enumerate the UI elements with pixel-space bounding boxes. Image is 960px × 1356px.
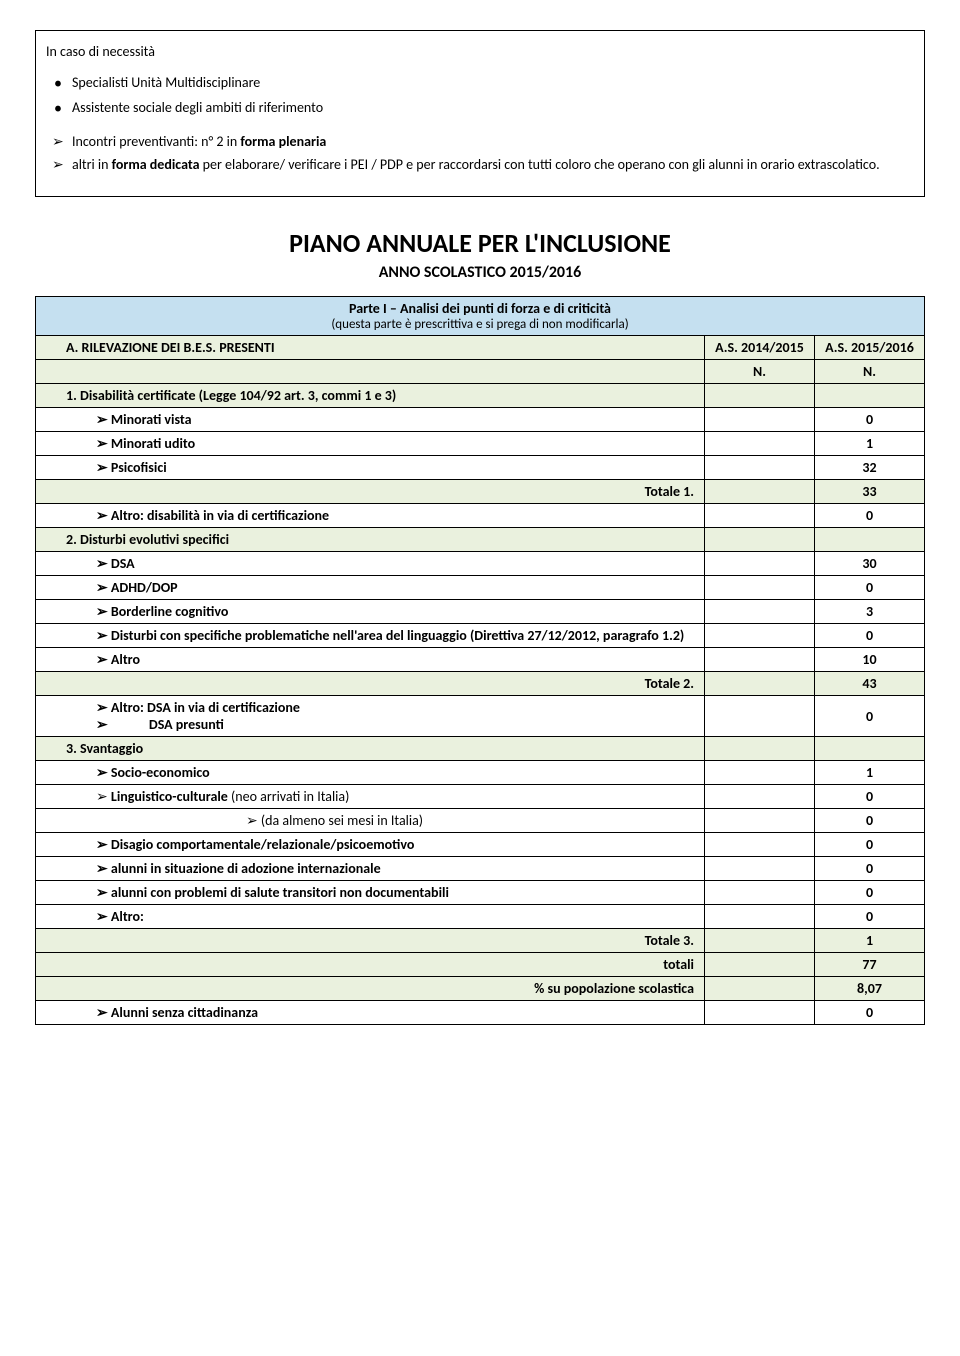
section2-title-row: 2. Disturbi evolutivi specifici <box>36 528 925 552</box>
top-arrows: Incontri preventivanti: n° 2 in forma pl… <box>46 130 914 176</box>
header-rilevazione: A. RILEVAZIONE DEI B.E.S. PRESENTI A.S. … <box>36 336 925 360</box>
section3-title: 3. Svantaggio <box>36 737 705 761</box>
parte-title: Parte I – Analisi dei punti di forza e d… <box>349 300 611 317</box>
table-row: Alunni senza cittadinanza0 <box>36 1001 925 1025</box>
totali-row: totali77 <box>36 953 925 977</box>
top-bullets: Specialisti Unità Multidisciplinare Assi… <box>46 70 914 120</box>
table-row: Altro10 <box>36 648 925 672</box>
header-parte: Parte I – Analisi dei punti di forza e d… <box>36 297 925 336</box>
rilevazione-label: A. RILEVAZIONE DEI B.E.S. PRESENTI <box>36 336 705 360</box>
totale3-row: Totale 3.1 <box>36 929 925 953</box>
table-row: ADHD/DOP0 <box>36 576 925 600</box>
table-row: DSA30 <box>36 552 925 576</box>
table-row: Minorati udito1 <box>36 432 925 456</box>
table-row: Minorati vista0 <box>36 408 925 432</box>
table-row: alunni in situazione di adozione interna… <box>36 857 925 881</box>
table-row: Altro: DSA in via di certificazione DSA … <box>36 696 925 737</box>
col-as1: A.S. 2014/2015 <box>705 336 815 360</box>
col-n1: N. <box>705 360 815 384</box>
table-row: Socio-economico1 <box>36 761 925 785</box>
table-row: Psicofisici32 <box>36 456 925 480</box>
section1-title: 1. Disabilità certificate (Legge 104/92 … <box>36 384 705 408</box>
col-n2: N. <box>815 360 925 384</box>
table-row: Disturbi con specifiche problematiche ne… <box>36 624 925 648</box>
table-row: Borderline cognitivo3 <box>36 600 925 624</box>
sub-title: ANNO SCOLASTICO 2015/2016 <box>35 263 925 282</box>
main-table: Parte I – Analisi dei punti di forza e d… <box>35 296 925 1025</box>
totale1-row: Totale 1.33 <box>36 480 925 504</box>
section3-title-row: 3. Svantaggio <box>36 737 925 761</box>
col-as2: A.S. 2015/2016 <box>815 336 925 360</box>
totale2-row: Totale 2.43 <box>36 672 925 696</box>
table-row: Disagio comportamentale/relazionale/psic… <box>36 833 925 857</box>
table-row: (da almeno sei mesi in Italia) 0 <box>36 809 925 833</box>
top-title: In caso di necessità <box>46 43 914 60</box>
arrow-item: Incontri preventivanti: n° 2 in forma pl… <box>72 130 914 153</box>
section2-title: 2. Disturbi evolutivi specifici <box>36 528 705 552</box>
table-row: Altro: disabilità in via di certificazio… <box>36 504 925 528</box>
parte-subtitle: (questa parte è prescrittiva e si prega … <box>42 317 918 332</box>
bullet-item: Specialisti Unità Multidisciplinare <box>72 70 914 95</box>
table-row: alunni con problemi di salute transitori… <box>36 881 925 905</box>
section1-title-row: 1. Disabilità certificate (Legge 104/92 … <box>36 384 925 408</box>
table-row: Linguistico-culturale (neo arrivati in I… <box>36 785 925 809</box>
perc-row: % su popolazione scolastica8,07 <box>36 977 925 1001</box>
top-context-box: In caso di necessità Specialisti Unità M… <box>35 30 925 197</box>
table-row: Altro:0 <box>36 905 925 929</box>
arrow-item: altri in forma dedicata per elaborare/ v… <box>72 153 914 176</box>
bullet-item: Assistente sociale degli ambiti di rifer… <box>72 95 914 120</box>
main-title: PIANO ANNUALE PER L'INCLUSIONE <box>35 227 925 259</box>
header-n: N. N. <box>36 360 925 384</box>
